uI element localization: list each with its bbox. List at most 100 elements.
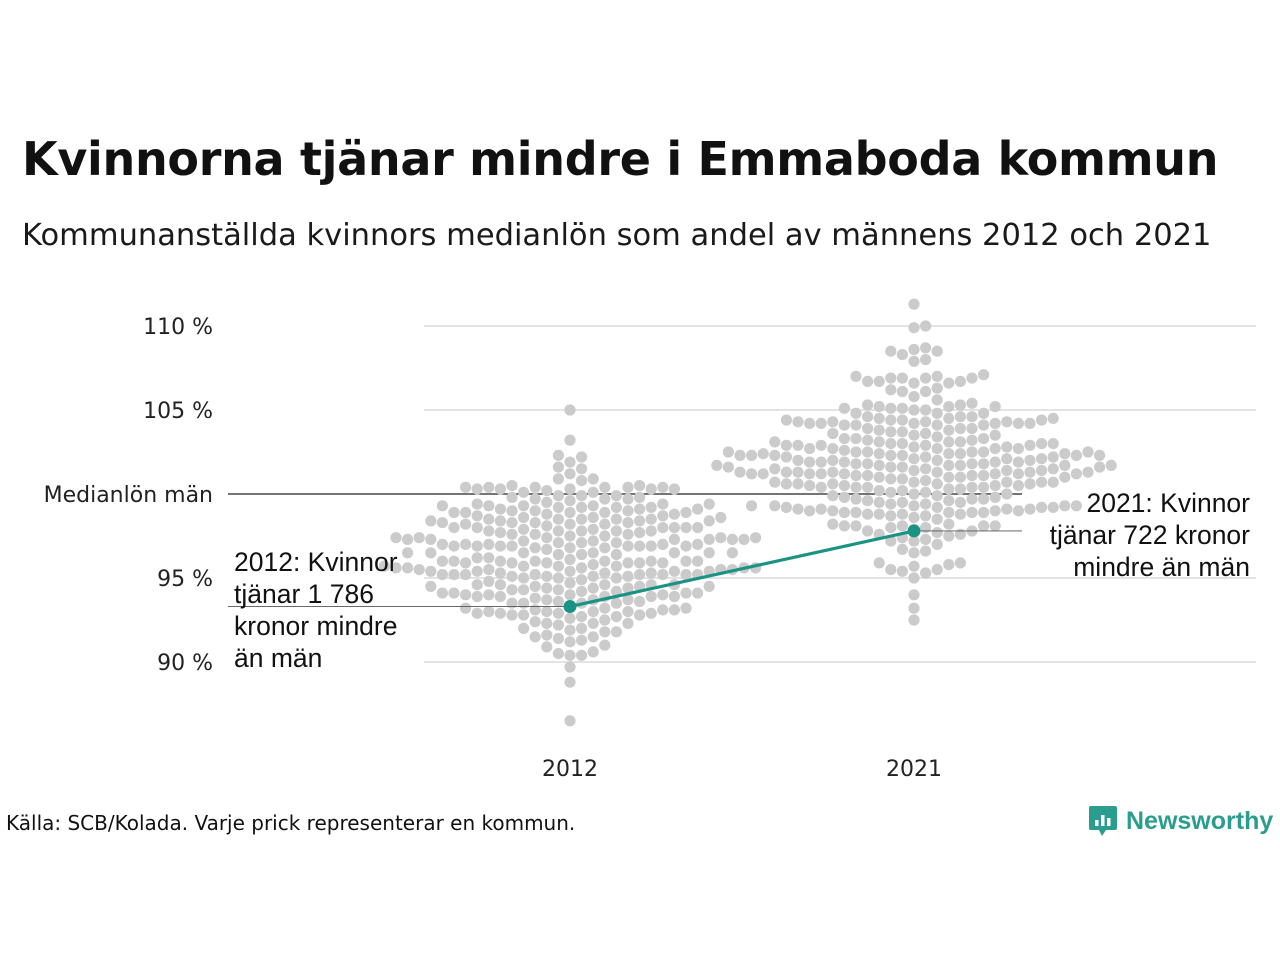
data-point (885, 414, 897, 426)
data-point (564, 518, 576, 530)
data-point (989, 480, 1001, 492)
chart-subtitle: Kommunanställda kvinnors medianlön som a… (22, 218, 1212, 253)
data-point (862, 469, 874, 482)
data-point (908, 488, 920, 500)
data-point (908, 417, 920, 429)
data-point (873, 508, 885, 520)
data-point (518, 500, 530, 512)
data-point (827, 454, 839, 466)
data-point (885, 438, 897, 450)
data-point (657, 510, 669, 522)
data-point (1001, 503, 1013, 515)
data-point (1012, 480, 1024, 492)
newsworthy-logo-icon (1089, 806, 1117, 836)
data-point (1070, 468, 1082, 480)
data-point (1059, 500, 1071, 512)
data-point (494, 590, 506, 603)
data-point (896, 414, 909, 426)
data-point (885, 473, 897, 485)
data-point (634, 557, 646, 569)
data-point (920, 510, 932, 522)
data-point (1036, 453, 1048, 465)
data-point (448, 506, 460, 519)
data-point (931, 382, 943, 394)
data-point (838, 419, 851, 431)
data-point (622, 617, 634, 630)
data-point (780, 414, 793, 426)
data-point (610, 490, 623, 502)
data-point (634, 515, 646, 527)
data-point (552, 560, 565, 572)
data-point (413, 532, 425, 544)
data-point (862, 481, 874, 493)
data-point (1047, 476, 1059, 488)
data-point (954, 375, 967, 387)
data-point (943, 377, 955, 389)
data-point (896, 426, 909, 438)
data-point (896, 565, 909, 577)
y-tick-label: 110 % (143, 315, 213, 340)
data-point (722, 461, 735, 473)
data-point (862, 399, 874, 411)
data-point (599, 579, 611, 591)
data-point (692, 522, 704, 534)
data-point (978, 458, 990, 470)
data-point (576, 501, 588, 513)
data-point (610, 501, 623, 513)
data-point (599, 639, 611, 651)
data-point (931, 538, 943, 551)
data-point (634, 527, 646, 539)
data-point (692, 538, 704, 551)
data-point (896, 372, 909, 384)
data-point (552, 525, 565, 537)
data-point (804, 468, 816, 480)
data-point (920, 416, 932, 428)
data-point (780, 439, 793, 451)
data-point (518, 597, 530, 609)
data-point (966, 372, 978, 384)
data-point (587, 523, 599, 535)
data-point (668, 508, 681, 520)
data-point (564, 483, 576, 495)
data-point (746, 449, 758, 461)
data-point (931, 501, 943, 513)
data-point (827, 416, 839, 428)
data-point (943, 530, 955, 542)
data-point (599, 614, 611, 626)
data-point (529, 616, 541, 628)
y-tick-label: 90 % (157, 651, 213, 676)
data-point (885, 384, 897, 396)
data-point (587, 547, 599, 559)
data-point (1070, 449, 1082, 461)
data-point (978, 433, 990, 445)
data-point (471, 522, 483, 534)
y-tick-label: 105 % (143, 399, 213, 424)
data-point (564, 649, 576, 661)
data-point (978, 369, 990, 381)
data-point (494, 607, 506, 619)
data-point (529, 481, 541, 493)
data-point (726, 533, 739, 546)
data-point (908, 377, 920, 389)
data-point (529, 528, 541, 540)
data-point (587, 535, 599, 547)
data-point (413, 564, 425, 576)
data-point (564, 542, 576, 554)
data-point (552, 513, 565, 525)
data-point (541, 629, 553, 641)
highlight-line (569, 529, 915, 609)
data-point (885, 564, 897, 576)
data-point (471, 498, 483, 510)
data-point (954, 471, 967, 483)
data-point (838, 468, 851, 480)
data-point (815, 503, 827, 515)
data-point (610, 560, 623, 572)
data-point (587, 631, 599, 643)
data-point (541, 508, 553, 520)
data-point (862, 508, 874, 520)
data-point (599, 555, 611, 567)
data-point (471, 510, 483, 522)
data-point (425, 515, 437, 527)
data-point (780, 478, 793, 490)
data-point (943, 506, 955, 519)
